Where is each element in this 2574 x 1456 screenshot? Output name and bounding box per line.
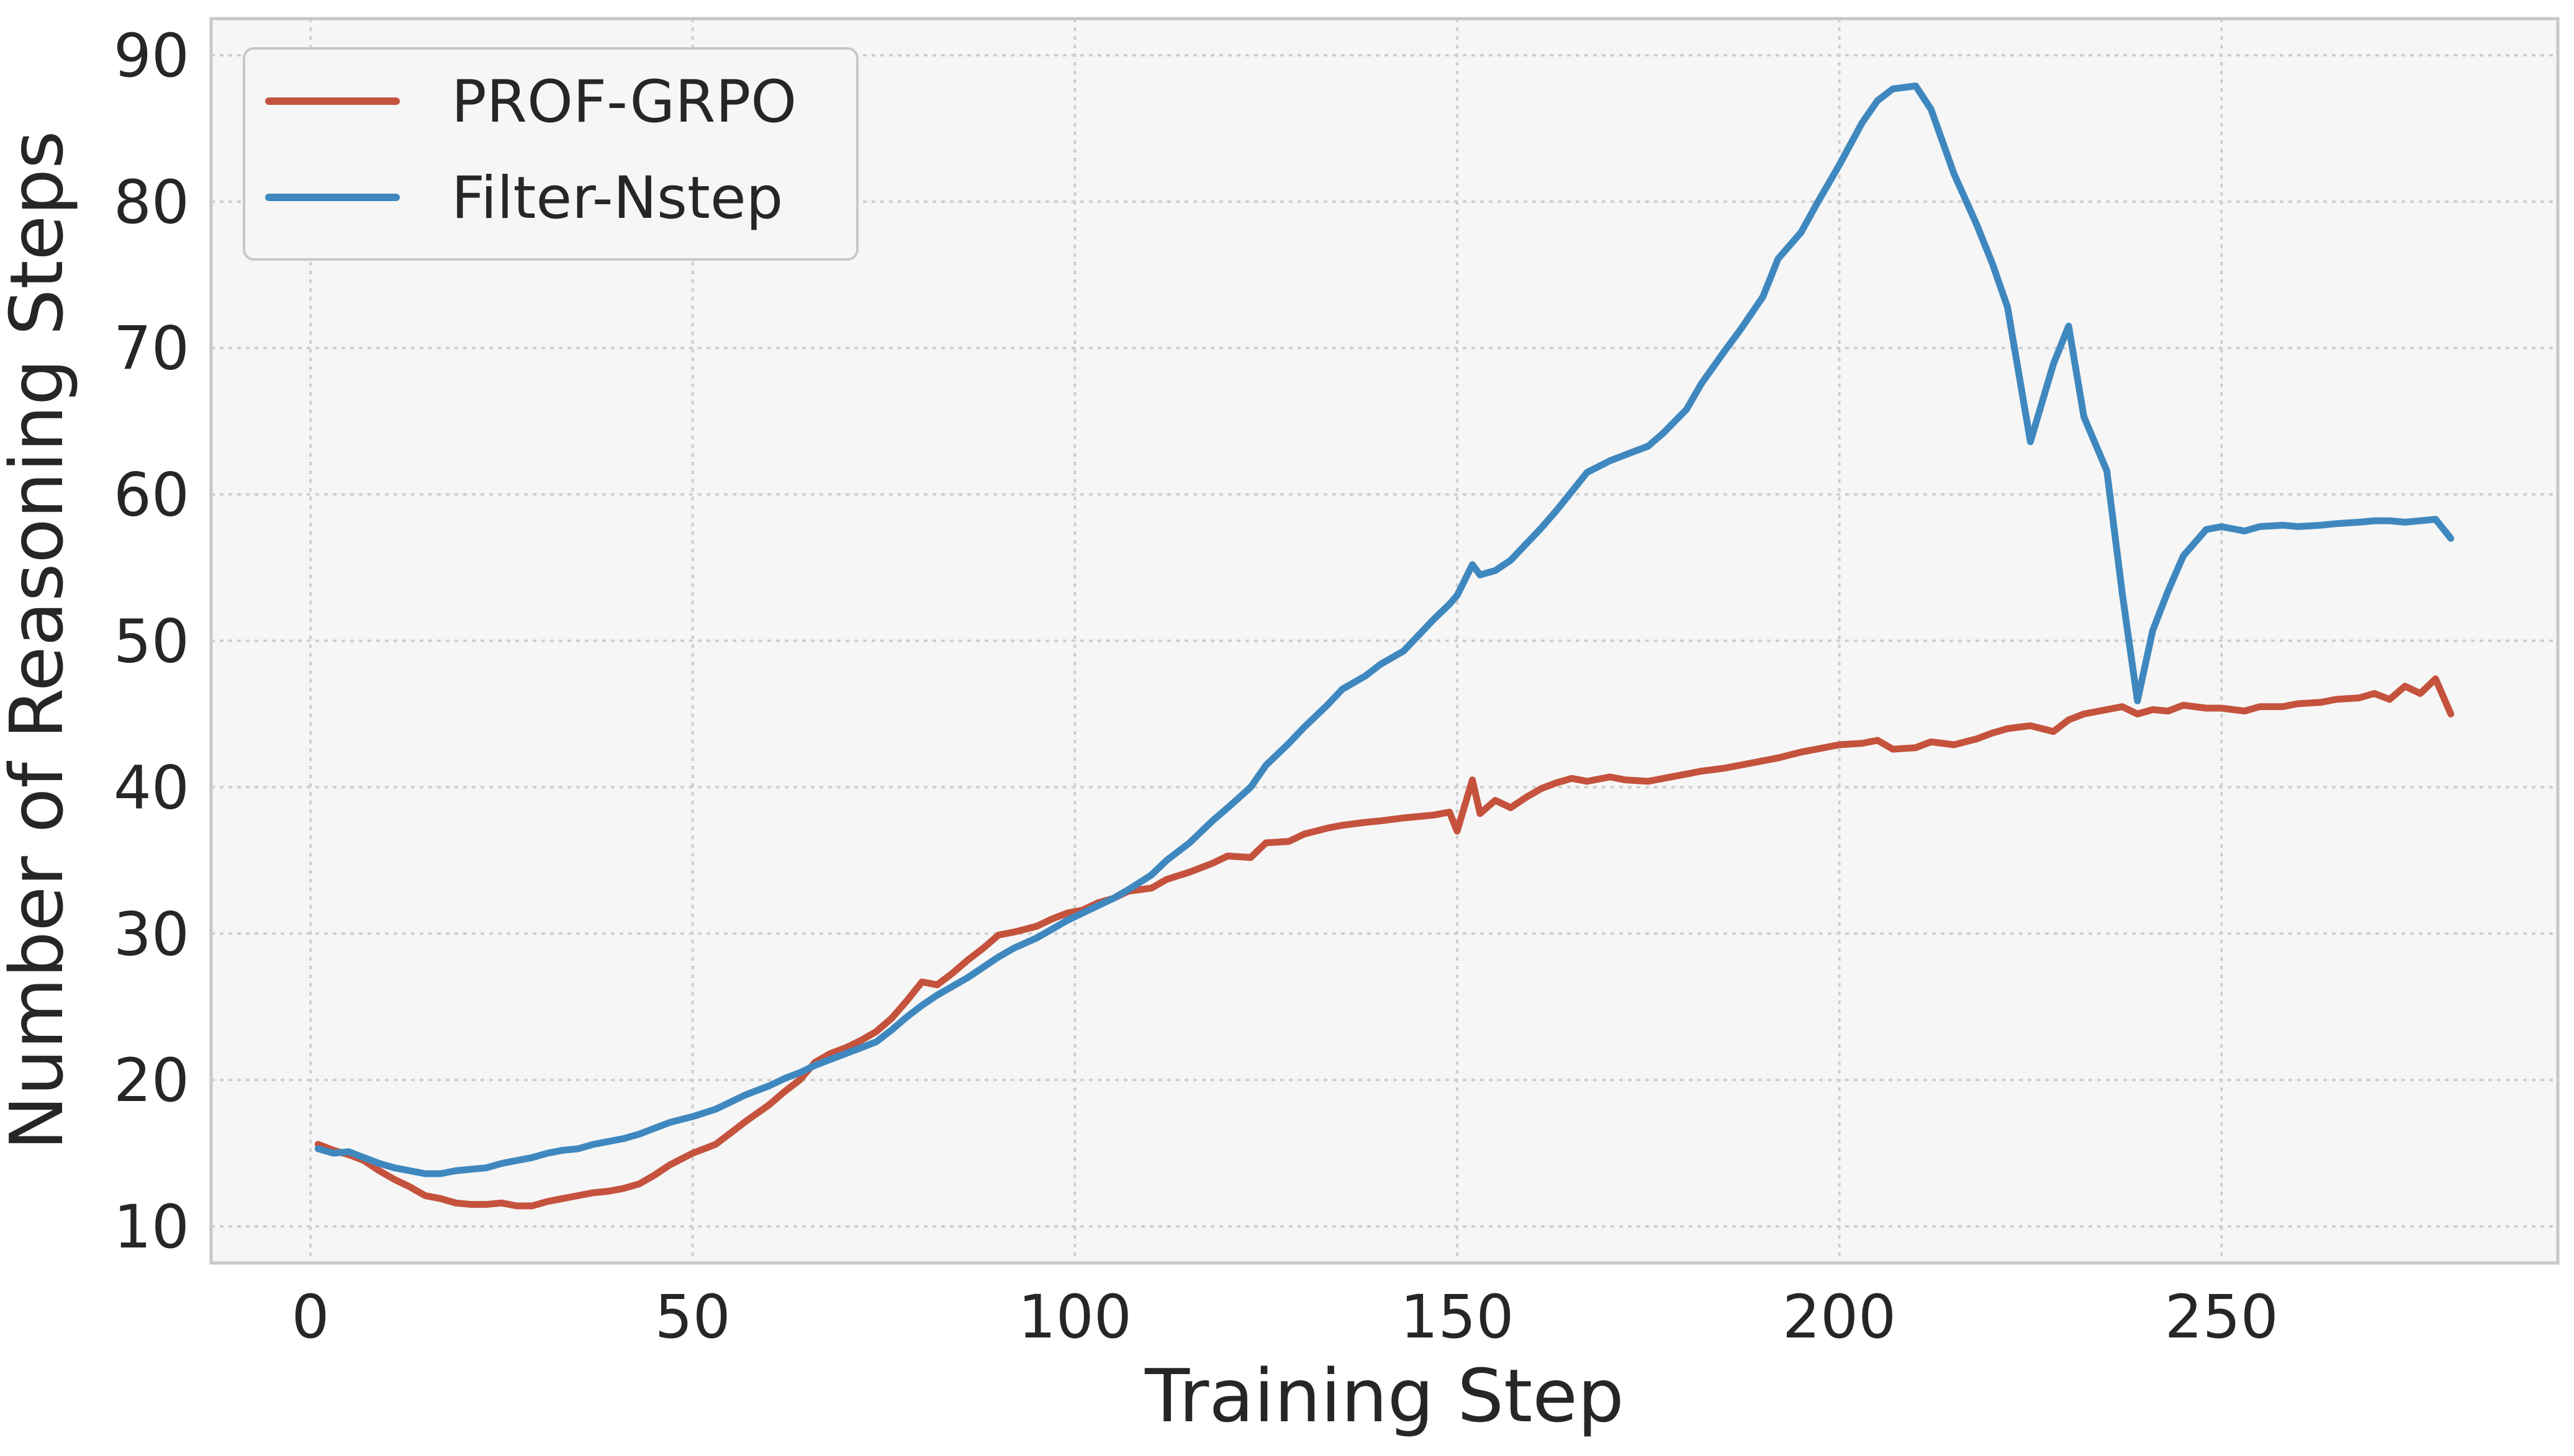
x-tick-label: 50 (655, 1282, 731, 1352)
legend-label-filter-nstep: Filter-Nstep (451, 164, 783, 232)
x-tick-label: 150 (1400, 1282, 1514, 1352)
y-tick-label: 40 (114, 753, 189, 822)
y-tick-label: 10 (114, 1192, 189, 1262)
y-tick-label: 30 (114, 899, 189, 969)
y-tick-label: 80 (114, 168, 189, 237)
series-group (314, 83, 2455, 1210)
y-tick-label: 60 (114, 461, 189, 530)
y-axis-label: Number of Reasoning Steps (0, 131, 79, 1151)
y-tick-labels: 10 20 30 40 50 60 70 80 90 (114, 21, 189, 1262)
x-tick-label: 250 (2165, 1282, 2278, 1352)
y-tick-label: 50 (114, 607, 189, 676)
x-tick-labels: 0 50 100 150 200 250 (292, 1282, 2278, 1352)
x-tick-label: 100 (1018, 1282, 1132, 1352)
legend-label-prof-grpo: PROF-GRPO (451, 68, 797, 136)
y-tick-label: 20 (114, 1046, 189, 1115)
legend: PROF-GRPO Filter-Nstep (243, 47, 859, 261)
series-line-filter-nstep (314, 83, 2455, 1177)
x-axis-label: Training Step (1144, 1353, 1624, 1439)
series-line-prof-grpo (314, 675, 2455, 1210)
x-tick-label: 200 (1782, 1282, 1896, 1352)
y-tick-label: 90 (114, 21, 189, 91)
plot-frame (209, 17, 2560, 1265)
y-tick-label: 70 (114, 314, 189, 384)
x-tick-label: 0 (292, 1282, 330, 1352)
grid-lines (211, 19, 2558, 1263)
